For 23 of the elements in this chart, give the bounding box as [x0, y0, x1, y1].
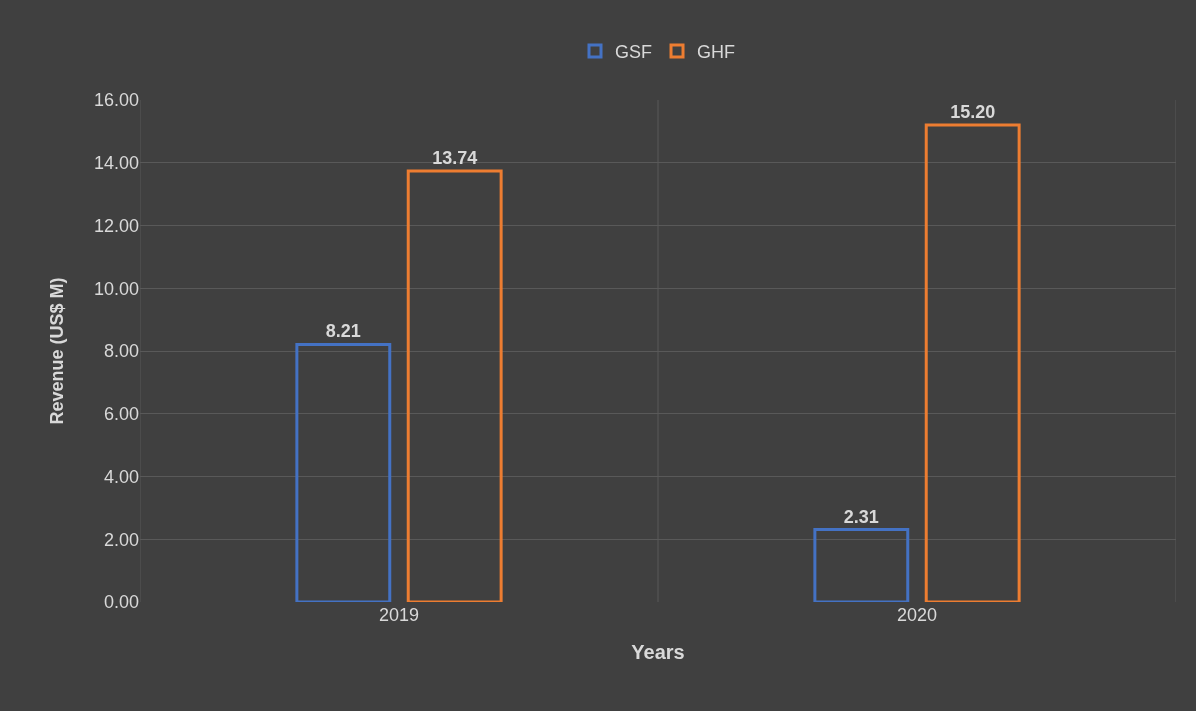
y-tick-label: 6.00: [103, 404, 139, 425]
y-axis-title: Revenue (US$ M): [47, 277, 68, 425]
y-tick-label: 0.00: [103, 592, 139, 613]
x-tick-label: 2020: [896, 605, 938, 625]
y-tick-label: 16.00: [93, 90, 139, 111]
y-tick-label: 10.00: [93, 278, 139, 299]
data-label: 13.74: [432, 147, 478, 168]
bar: [924, 123, 1021, 602]
x-tick-label: 2019: [378, 605, 420, 625]
y-tick-label: 8.00: [103, 341, 139, 362]
bar: [295, 342, 392, 602]
y-tick-label: 12.00: [93, 215, 139, 236]
data-label: 2.31: [843, 506, 879, 527]
data-label: 8.21: [325, 321, 361, 342]
legend-label: GHF: [697, 42, 736, 63]
y-tick-label: 14.00: [93, 153, 139, 174]
data-label: 15.20: [950, 102, 996, 123]
bar: [813, 528, 910, 602]
y-tick-label: 4.00: [103, 466, 139, 487]
bar: [406, 169, 503, 602]
x-axis-title: Years: [631, 640, 685, 663]
y-tick-label: 2.00: [103, 529, 139, 550]
legend-label: GSF: [615, 42, 653, 63]
